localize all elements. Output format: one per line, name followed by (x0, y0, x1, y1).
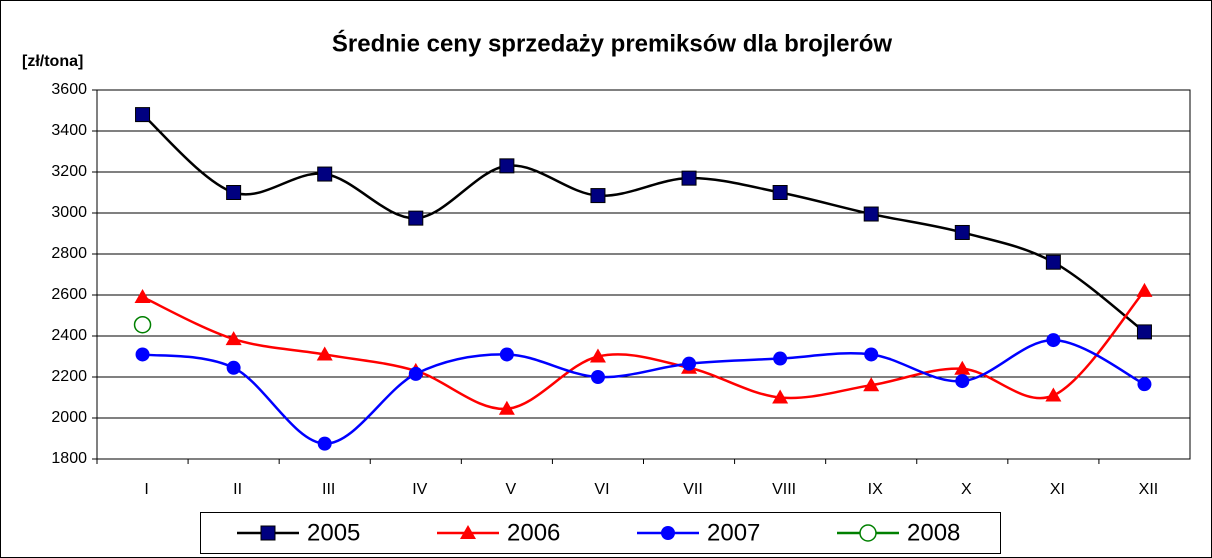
legend-label: 2005 (307, 519, 360, 546)
data-point (408, 210, 424, 226)
data-point (863, 206, 879, 222)
data-point (1136, 324, 1152, 340)
x-tick-label: VII (683, 481, 703, 498)
legend-marker (260, 525, 276, 541)
x-tick-label: II (233, 481, 242, 498)
data-point (772, 389, 789, 404)
legend-marker (859, 524, 877, 542)
data-point (498, 400, 515, 415)
y-tick-label: 2600 (51, 286, 87, 303)
data-point (499, 158, 515, 174)
y-tick-label: 3000 (51, 204, 87, 221)
x-tick-label: I (144, 481, 148, 498)
y-tick-label: 2200 (51, 368, 87, 385)
data-point (316, 346, 333, 361)
series-line (141, 113, 1146, 333)
chart-title: Średnie ceny sprzedaży premiksów dla bro… (332, 29, 893, 57)
y-tick-label: 2400 (51, 327, 87, 344)
y-axis-label: [zł/tona] (22, 53, 83, 70)
data-point (135, 107, 151, 123)
data-point (135, 347, 150, 362)
x-tick-label: XI (1050, 481, 1065, 498)
legend-label: 2008 (907, 519, 960, 546)
y-tick-label: 1800 (51, 450, 87, 467)
data-point (133, 315, 152, 334)
data-point (954, 224, 970, 240)
x-tick-label: III (322, 481, 335, 498)
data-point (590, 370, 605, 384)
data-point (773, 351, 788, 366)
data-point (226, 360, 241, 375)
data-point (589, 348, 606, 363)
data-point (1136, 282, 1153, 297)
data-point (682, 356, 697, 371)
legend-marker (661, 526, 675, 540)
legend-label: 2006 (507, 519, 560, 546)
x-tick-label: XII (1139, 481, 1159, 498)
x-tick-label: IV (412, 481, 427, 498)
data-point (317, 166, 333, 182)
x-tick-label: V (506, 481, 517, 498)
data-point (864, 347, 879, 362)
data-point (317, 436, 332, 451)
y-tick-label: 2800 (51, 245, 87, 262)
data-point (408, 366, 423, 381)
data-point (225, 331, 242, 346)
x-tick-label: IX (868, 481, 883, 498)
data-point (1045, 387, 1062, 402)
y-tick-label: 3400 (51, 122, 87, 139)
y-tick-label: 3200 (51, 163, 87, 180)
y-tick-label: 2000 (51, 409, 87, 426)
data-point (226, 185, 242, 200)
data-point (772, 185, 788, 200)
plot-area (97, 90, 1190, 459)
x-tick-label: VI (594, 481, 609, 498)
series-line (142, 338, 1146, 445)
y-tick-label: 3600 (51, 81, 87, 98)
data-point (134, 289, 151, 304)
x-tick-label: VIII (772, 481, 796, 498)
data-point (590, 188, 606, 204)
data-point (863, 377, 880, 392)
data-point (1046, 333, 1061, 348)
x-tick-label: X (961, 481, 972, 498)
data-point (954, 360, 971, 375)
data-point (1137, 377, 1152, 392)
data-point (955, 374, 970, 389)
legend-marker (460, 525, 476, 539)
data-point (681, 170, 697, 186)
series-line (142, 290, 1146, 411)
data-point (1045, 254, 1061, 270)
data-point (499, 347, 514, 362)
legend-label: 2007 (707, 519, 760, 546)
